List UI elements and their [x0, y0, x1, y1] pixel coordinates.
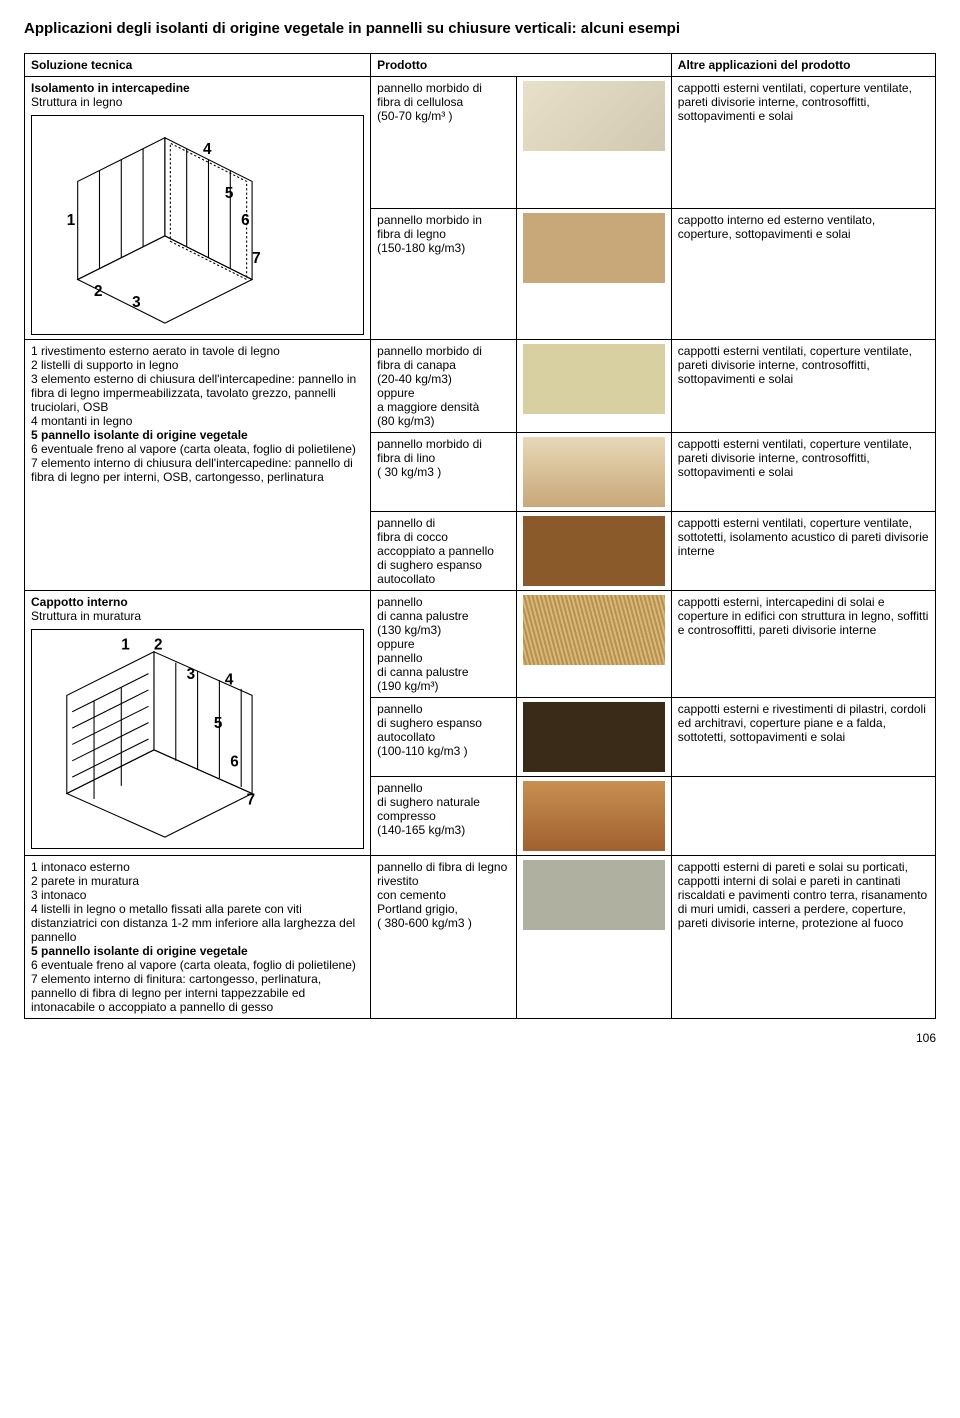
product-8: pannello di fibra di legno rivestito con… — [371, 856, 517, 1019]
product-7: pannello di sughero naturale compresso (… — [371, 777, 517, 856]
img-canna — [523, 595, 665, 665]
legend1-bold: 5 pannello isolante di origine vegetale — [31, 428, 248, 442]
header-col1: Soluzione tecnica — [25, 54, 371, 77]
product-0: pannello morbido di fibra di cellulosa (… — [371, 77, 517, 209]
apps-1: cappotto interno ed esterno ventilato, c… — [671, 208, 935, 340]
page-title: Applicazioni degli isolanti di origine v… — [24, 20, 936, 37]
apps-3: cappotti esterni ventilati, coperture ve… — [671, 433, 935, 512]
svg-text:2: 2 — [94, 283, 102, 300]
product-2: pannello morbido di fibra di canapa (20-… — [371, 340, 517, 433]
svg-text:3: 3 — [187, 666, 195, 683]
apps-2: cappotti esterni ventilati, coperture ve… — [671, 340, 935, 433]
image-1 — [516, 208, 671, 340]
apps-6: cappotti esterni e rivestimenti di pilas… — [671, 698, 935, 777]
image-6 — [516, 698, 671, 777]
img-sugheronat — [523, 781, 665, 851]
svg-text:1: 1 — [67, 212, 76, 229]
svg-text:5: 5 — [214, 715, 223, 732]
section2-cell: Cappotto interno Struttura in muratura — [25, 591, 371, 856]
header-col2: Prodotto — [371, 54, 672, 77]
section2-heading: Cappotto interno — [31, 595, 128, 609]
apps-4: cappotti esterni ventilati, coperture ve… — [671, 512, 935, 591]
svg-text:3: 3 — [132, 294, 140, 311]
header-col4: Altre applicazioni del prodotto — [671, 54, 935, 77]
product-4: pannello di fibra di cocco accoppiato a … — [371, 512, 517, 591]
legend2-bold: 5 pannello isolante di origine vegetale — [31, 944, 248, 958]
diagram-cappotto: 1 2 3 4 5 6 7 — [31, 629, 364, 849]
section1-subheading: Struttura in legno — [31, 95, 122, 109]
product-1: pannello morbido in fibra di legno (150-… — [371, 208, 517, 340]
legend2-post: 6 eventuale freno al vapore (carta oleat… — [31, 958, 356, 1014]
legend2-pre: 1 intonaco esterno 2 parete in muratura … — [31, 860, 355, 944]
section2-subheading: Struttura in muratura — [31, 609, 141, 623]
main-table: Soluzione tecnica Prodotto Altre applica… — [24, 53, 936, 1019]
apps-5: cappotti esterni, intercapedini di solai… — [671, 591, 935, 698]
svg-text:1: 1 — [121, 637, 130, 654]
svg-text:6: 6 — [230, 753, 238, 770]
diagram-svg-1: 1 2 3 4 56 7 — [32, 116, 363, 334]
section2-legend: 1 intonaco esterno 2 parete in muratura … — [25, 856, 371, 1019]
image-8 — [516, 856, 671, 1019]
image-4 — [516, 512, 671, 591]
svg-text:4: 4 — [203, 141, 212, 158]
apps-7 — [671, 777, 935, 856]
svg-text:5: 5 — [225, 185, 234, 202]
diagram-intercapedine: 1 2 3 4 56 7 — [31, 115, 364, 335]
svg-text:7: 7 — [252, 250, 260, 267]
svg-text:7: 7 — [247, 791, 255, 808]
section1-legend: 1 rivestimento esterno aerato in tavole … — [25, 340, 371, 591]
apps-8: cappotti esterni di pareti e solai su po… — [671, 856, 935, 1019]
image-5 — [516, 591, 671, 698]
image-3 — [516, 433, 671, 512]
img-lino — [523, 437, 665, 507]
section1-cell: Isolamento in intercapedine Struttura in… — [25, 77, 371, 340]
section1-heading: Isolamento in intercapedine — [31, 81, 190, 95]
img-hemp — [523, 344, 665, 414]
image-2 — [516, 340, 671, 433]
svg-text:6: 6 — [241, 212, 249, 229]
page-number: 106 — [24, 1031, 936, 1045]
image-0 — [516, 77, 671, 209]
img-cemento — [523, 860, 665, 930]
img-cellulose — [523, 81, 665, 151]
apps-0: cappotti esterni ventilati, coperture ve… — [671, 77, 935, 209]
image-7 — [516, 777, 671, 856]
legend1-pre: 1 rivestimento esterno aerato in tavole … — [31, 344, 356, 428]
product-6: pannello di sughero espanso autocollato … — [371, 698, 517, 777]
svg-text:4: 4 — [225, 672, 234, 689]
svg-text:2: 2 — [154, 637, 162, 654]
img-wood — [523, 213, 665, 283]
product-5: pannello di canna palustre (130 kg/m3) o… — [371, 591, 517, 698]
product-3: pannello morbido di fibra di lino ( 30 k… — [371, 433, 517, 512]
img-sugheroexp — [523, 702, 665, 772]
legend1-post: 6 eventuale freno al vapore (carta oleat… — [31, 442, 356, 484]
img-cocco — [523, 516, 665, 586]
diagram-svg-2: 1 2 3 4 5 6 7 — [32, 630, 363, 848]
